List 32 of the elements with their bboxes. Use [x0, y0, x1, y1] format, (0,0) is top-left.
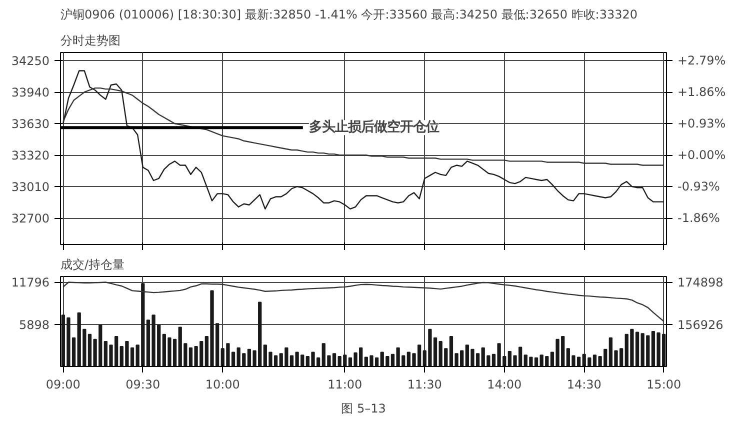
- y2-tick-label: +0.00%: [678, 148, 726, 162]
- x-tick-label: 15:00: [646, 378, 682, 392]
- y-tick-label: 11796: [11, 276, 50, 290]
- chart-title: 沪铜0906 (010006) [18:30:30] 最新:32850 -1.41% 今开:33560 最高:34250 最低:32650 昨收:33320: [60, 8, 638, 22]
- y-tick-label: 34250: [11, 54, 50, 68]
- y2-tick-label: 156926: [678, 318, 724, 332]
- y2-tick-label: +1.86%: [678, 85, 726, 100]
- x-tick-label: 11:00: [328, 378, 362, 392]
- y2-tick-label: -0.93%: [678, 180, 720, 194]
- x-tick-label: 09:30: [126, 378, 160, 392]
- y-tick-label: 33320: [11, 148, 50, 163]
- y-tick-label: 32700: [11, 212, 50, 226]
- y2-tick-label: -1.86%: [678, 211, 720, 226]
- line-series: [62, 87, 664, 166]
- chart-title: 成交/持仓量: [60, 258, 125, 272]
- y2-tick-label: +0.93%: [678, 116, 726, 131]
- x-tick-label: 14:30: [566, 378, 602, 392]
- x-tick-label: 11:30: [407, 378, 442, 392]
- chart-subtitle: 分时走势图: [60, 34, 120, 48]
- line-series: [62, 282, 664, 322]
- line-series: [62, 70, 664, 210]
- ref-line-label: 多头止损后做空开仓位: [308, 119, 439, 136]
- y-tick-label: 33010: [11, 180, 50, 194]
- y2-tick-label: +2.79%: [678, 54, 726, 68]
- x-tick-label: 10:00: [205, 378, 240, 392]
- caption: 图 5–13: [341, 402, 386, 416]
- x-tick-label: 09:00: [46, 378, 80, 392]
- y-tick-label: 5898: [18, 318, 50, 332]
- y-tick-label: 33940: [11, 86, 50, 100]
- x-tick-label: 14:00: [487, 378, 522, 392]
- y-tick-label: 33630: [11, 117, 50, 132]
- y2-tick-label: 174898: [678, 276, 724, 290]
